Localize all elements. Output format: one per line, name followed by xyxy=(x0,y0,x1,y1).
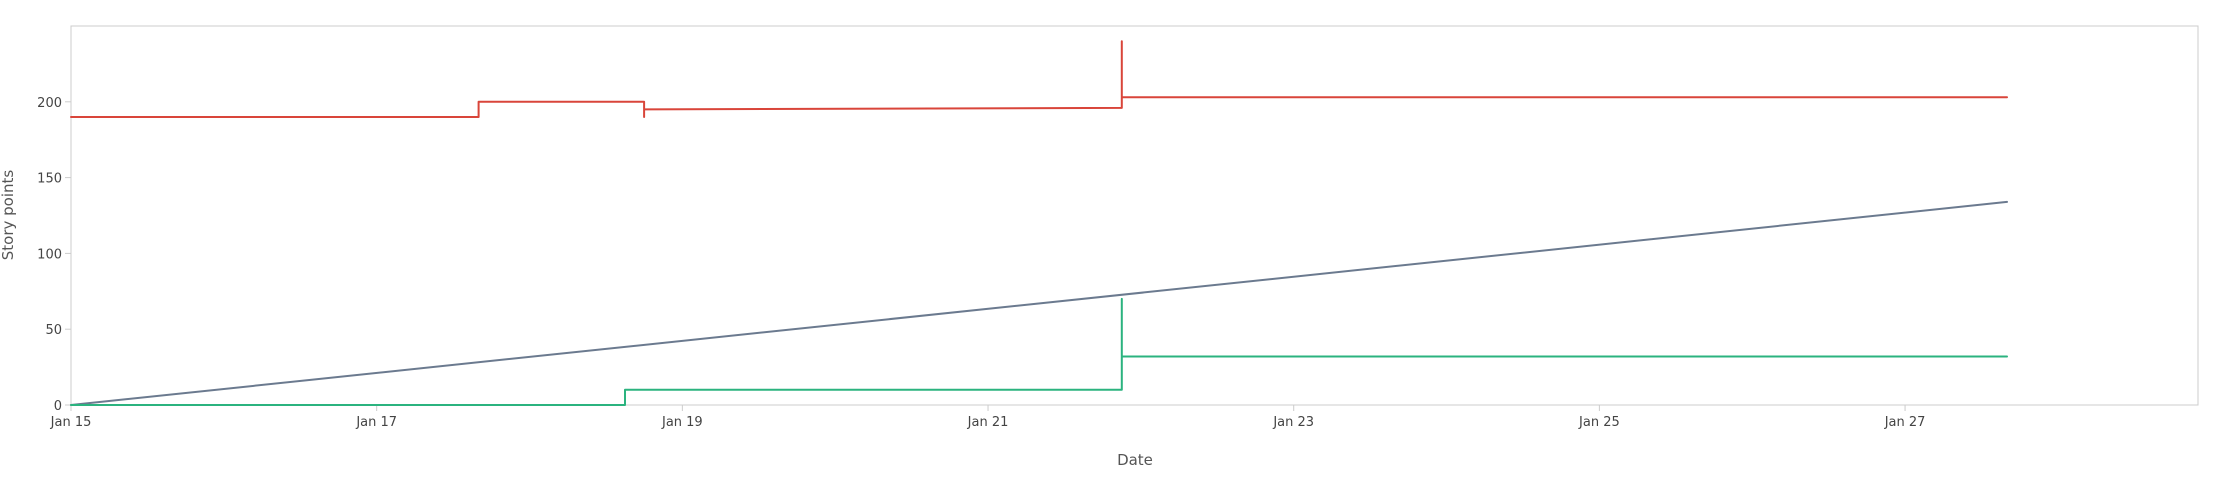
y-tick-label: 0 xyxy=(54,399,62,414)
y-tick-label: 200 xyxy=(37,96,62,111)
y-axis-title: Story points xyxy=(0,170,17,261)
x-tick-label: Jan 21 xyxy=(967,415,1009,430)
x-tick-label: Jan 17 xyxy=(355,415,397,430)
plot-area xyxy=(70,25,2199,406)
x-tick-label: Jan 19 xyxy=(661,415,703,430)
x-tick-label: Jan 15 xyxy=(50,415,92,430)
ideal-line xyxy=(70,200,2008,406)
y-tick-label: 150 xyxy=(37,172,62,187)
x-tick-label: Jan 25 xyxy=(1578,415,1620,430)
y-tick-label: 50 xyxy=(45,323,62,338)
x-tick-label: Jan 27 xyxy=(1884,415,1926,430)
y-tick-label: 100 xyxy=(37,247,62,262)
x-axis-title: Date xyxy=(1117,451,1153,469)
scope-line xyxy=(70,40,2008,118)
completed-line xyxy=(70,297,2008,406)
x-tick-label: Jan 23 xyxy=(1272,415,1314,430)
